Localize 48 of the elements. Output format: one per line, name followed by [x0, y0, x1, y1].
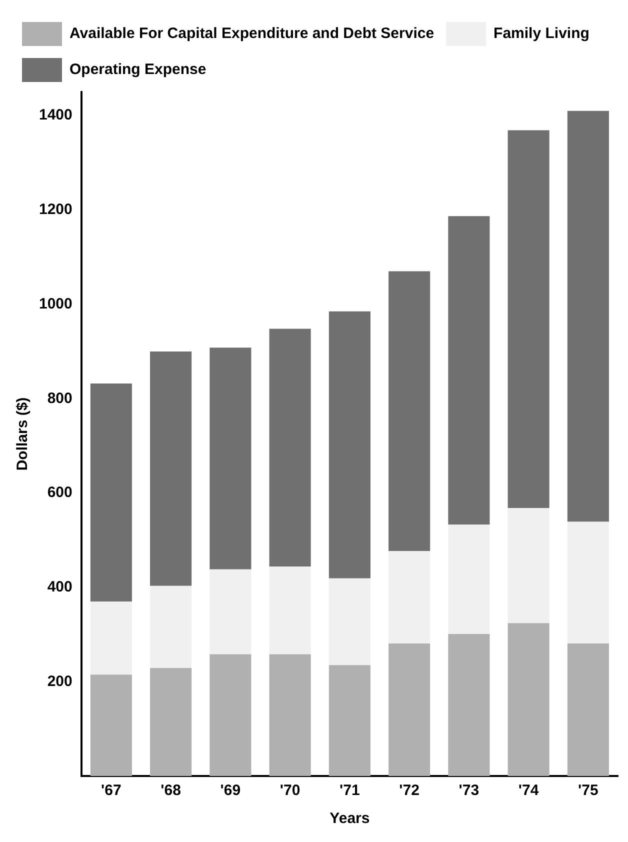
bar	[567, 110, 609, 522]
legend-label: Family Living	[494, 25, 590, 42]
x-tick-label: '74	[518, 782, 540, 800]
x-tick-label: '71	[340, 782, 360, 800]
x-tick-label: '75	[578, 782, 598, 800]
bar	[388, 271, 430, 551]
x-tick-label: '68	[160, 782, 181, 800]
bar	[210, 348, 252, 570]
bar	[567, 643, 609, 776]
y-tick-label: 200	[47, 672, 72, 690]
bar	[448, 524, 490, 634]
x-tick-label: '70	[280, 782, 300, 800]
bar	[90, 674, 132, 776]
x-tick-label: '67	[101, 782, 122, 800]
bar	[448, 216, 490, 525]
x-tick-label: '72	[399, 782, 420, 800]
bar	[508, 623, 550, 776]
bar	[90, 601, 132, 675]
y-axis-title: Dollars ($)	[14, 397, 32, 471]
y-tick-label: 1400	[38, 106, 72, 124]
bar	[448, 634, 490, 776]
y-tick-label: 1200	[38, 201, 72, 218]
bar	[508, 130, 550, 508]
bar	[508, 508, 550, 624]
bar	[150, 351, 192, 586]
bar	[150, 586, 192, 668]
legend-label: Operating Expense	[70, 61, 206, 78]
bar	[388, 643, 430, 776]
bar	[269, 328, 311, 567]
bar	[567, 522, 609, 644]
bar	[388, 550, 430, 644]
bar	[328, 665, 370, 776]
y-tick-label: 1000	[38, 295, 72, 312]
x-axis-title: Years	[330, 810, 370, 828]
bar	[210, 654, 252, 776]
bar	[328, 311, 370, 578]
y-tick-label: 400	[47, 578, 72, 596]
bar	[210, 569, 252, 654]
legend-label: Available For Capital Expenditure and Debt Service	[70, 25, 434, 42]
x-tick-label: '73	[458, 782, 480, 800]
bar	[269, 654, 311, 776]
bar	[328, 578, 370, 666]
bar	[269, 566, 311, 654]
x-tick-label: '69	[220, 782, 241, 800]
y-tick-label: 600	[47, 484, 72, 502]
bar	[90, 384, 132, 602]
y-tick-label: 800	[47, 390, 72, 407]
bar	[150, 668, 192, 776]
